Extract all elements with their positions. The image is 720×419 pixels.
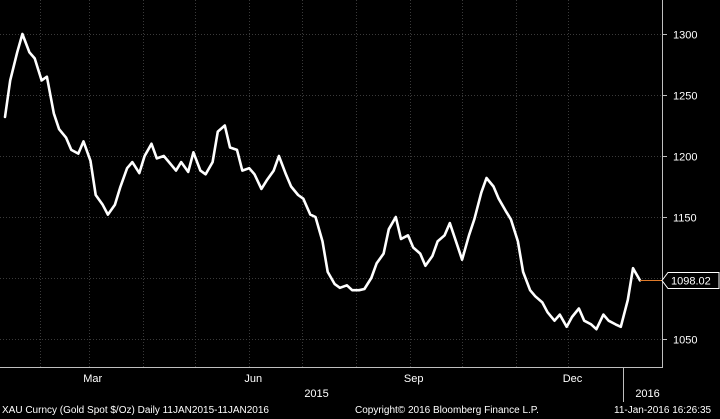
copyright-text: Copyright© 2016 Bloomberg Finance L.P. — [355, 405, 539, 416]
x-tick-label: Dec — [563, 373, 583, 385]
last-value-box — [661, 272, 720, 289]
footer-bar: XAU Curncy (Gold Spot $/Oz) Daily 11JAN2… — [0, 402, 720, 419]
y-axis-ticks: 105011001150120012501300 — [662, 30, 697, 347]
y-tick-label: 1300 — [673, 30, 697, 42]
x-tick-label: Jun — [244, 373, 262, 385]
grid-lines — [0, 0, 662, 367]
security-description: XAU Curncy (Gold Spot $/Oz) Daily 11JAN2… — [2, 405, 269, 416]
price-line — [3, 32, 642, 331]
x-tick-label: Mar — [83, 373, 102, 385]
last-value-marker: 1098.02 — [640, 272, 720, 289]
y-tick-label: 1150 — [673, 213, 697, 225]
last-value-label: 1098.02 — [671, 276, 711, 288]
x-axis-ticks: Mar Jun Sep Dec 2015 2016 — [83, 373, 660, 400]
timestamp: 11-Jan-2016 16:26:35 — [614, 405, 712, 416]
y-tick-label: 1050 — [673, 335, 697, 347]
year-label: 2016 — [635, 388, 659, 400]
y-tick-label: 1200 — [673, 152, 697, 164]
y-tick-label: 1250 — [673, 91, 697, 103]
gold-price-chart: 105011001150120012501300 MarJunSepDec201… — [0, 0, 720, 402]
year-label: 2015 — [304, 388, 328, 400]
x-tick-label: Sep — [404, 373, 424, 385]
